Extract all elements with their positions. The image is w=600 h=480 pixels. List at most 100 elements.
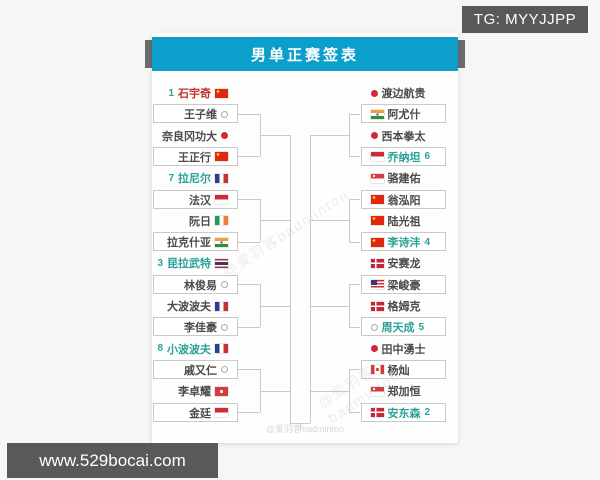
bracket-line [238,326,260,328]
player-name: 戚又仁 [184,364,217,377]
bracket-area: 1 石宇奇 王子维 奈良冈功大 王正行 7 拉尼尔 法汉 阮日 拉克什亚 3 昆拉武特 林俊易 大波波夫李… [152,33,458,443]
player-name: 拉克什亚 [167,237,211,250]
player-row: 翁泓阳 [361,192,447,208]
match-box [152,274,238,294]
player-row: 3 昆拉武特 [153,255,239,271]
player-row: 法汉 [153,192,239,208]
player-row: 奈良冈功大 [153,128,239,144]
flag-taiwan-icon [221,110,228,118]
player-name: 法汉 [189,194,211,207]
seed-number: 4 [424,236,431,248]
player-row: 周天成 5 [361,319,447,335]
flag-indonesia-icon [215,408,228,417]
player-row: 大波波夫 [153,298,239,314]
bracket-line [349,369,350,412]
flag-india-icon [370,109,384,119]
bracket-line [349,284,350,327]
player-row: 西本拳太 [361,128,447,144]
bracket-line [238,241,260,243]
flag-hongkong-icon [215,386,228,396]
bracket-line [310,220,349,222]
flag-singapore-icon [370,173,384,183]
flag-malaysia-icon [370,280,384,290]
flag-indonesia-icon [215,195,228,204]
player-name: 金廷 [189,407,211,420]
champion-stub [299,423,301,430]
flag-indonesia-icon [370,152,384,162]
player-name: 杨灿 [387,364,410,377]
player-row: 郑加恒 [361,383,447,399]
flag-canada-icon [370,365,384,375]
flag-china-icon [370,195,384,204]
player-row: 林俊易 [153,277,239,293]
seed-number: 2 [424,407,431,418]
flag-france-icon [215,344,228,354]
bracket-line [349,369,360,371]
bracket-line [310,135,349,137]
player-name: 渡边航贵 [381,88,426,100]
player-name: 周天成 [381,322,415,335]
site-url-label: www.529bocai.com [39,450,186,470]
player-name: 乔纳坦 [387,151,421,164]
flag-china-icon [370,216,384,226]
player-name: 阮日 [189,215,211,228]
flag-singapore-icon [370,386,384,396]
player-name: 王子维 [184,109,217,122]
bracket-line [310,305,349,307]
bracket-line [349,284,360,286]
player-row: 安赛龙 [361,255,447,271]
player-row: 阿尤什 [361,106,447,122]
bracket-line [349,156,360,158]
bracket-line [260,305,290,307]
bracket-line [349,412,360,413]
player-row: 拉克什亚 [153,234,239,250]
player-name: 郑加恒 [387,386,421,399]
site-url-badge: www.529bocai.com [7,443,218,478]
bottom-watermark: @爱羽客badminton [265,424,345,434]
player-row: 8 小波波夫 [153,341,239,357]
player-name: 昆拉武特 [167,258,211,271]
player-row: 杨灿 [361,362,447,378]
player-row: 阮日 [153,213,239,229]
flag-china-icon [215,152,228,162]
bracket-line [349,199,360,200]
player-name: 小波波夫 [167,343,211,356]
left-final-line [289,135,291,423]
player-name: 林俊易 [184,279,217,292]
tg-label: TG: MYYJJPP [473,11,577,28]
bracket-line [349,241,360,243]
bracket-line [260,135,290,137]
bracket-line [349,113,350,157]
player-name: 陆光祖 [387,215,421,228]
player-row: 李佳豪 [153,319,239,335]
player-name: 格姆克 [387,301,421,313]
player-name: 李卓耀 [178,386,211,399]
player-name: 李诗沣 [387,237,421,250]
player-row: 李卓耀 [153,383,239,399]
draw-title: 男单正赛签表 [250,46,359,64]
player-name: 王正行 [178,151,211,164]
flag-denmark-icon [370,408,384,417]
player-row: 安东森 2 [361,405,447,421]
bracket-line [349,326,360,328]
bracket-line [260,390,290,392]
match-box [152,359,238,379]
match-box [152,104,238,124]
bracket-line [238,113,260,115]
player-name: 大波波夫 [167,301,211,313]
flag-japan-icon [370,89,378,97]
seed-number: 8 [157,343,163,355]
bracket-line [349,113,360,115]
player-name: 梁峻豪 [387,279,421,292]
player-name: 翁泓阳 [387,194,421,207]
seed-number: 6 [424,151,431,163]
bracket-line [238,156,260,158]
player-name: 田中湧士 [381,343,426,356]
flag-india-icon [215,237,228,247]
match-box [152,317,238,337]
flag-japan-icon [370,132,378,140]
player-row: 骆建佑 [361,170,447,186]
seed-number: 3 [157,257,163,269]
flag-china-icon [215,88,228,98]
flag-taiwan-icon [221,323,228,331]
